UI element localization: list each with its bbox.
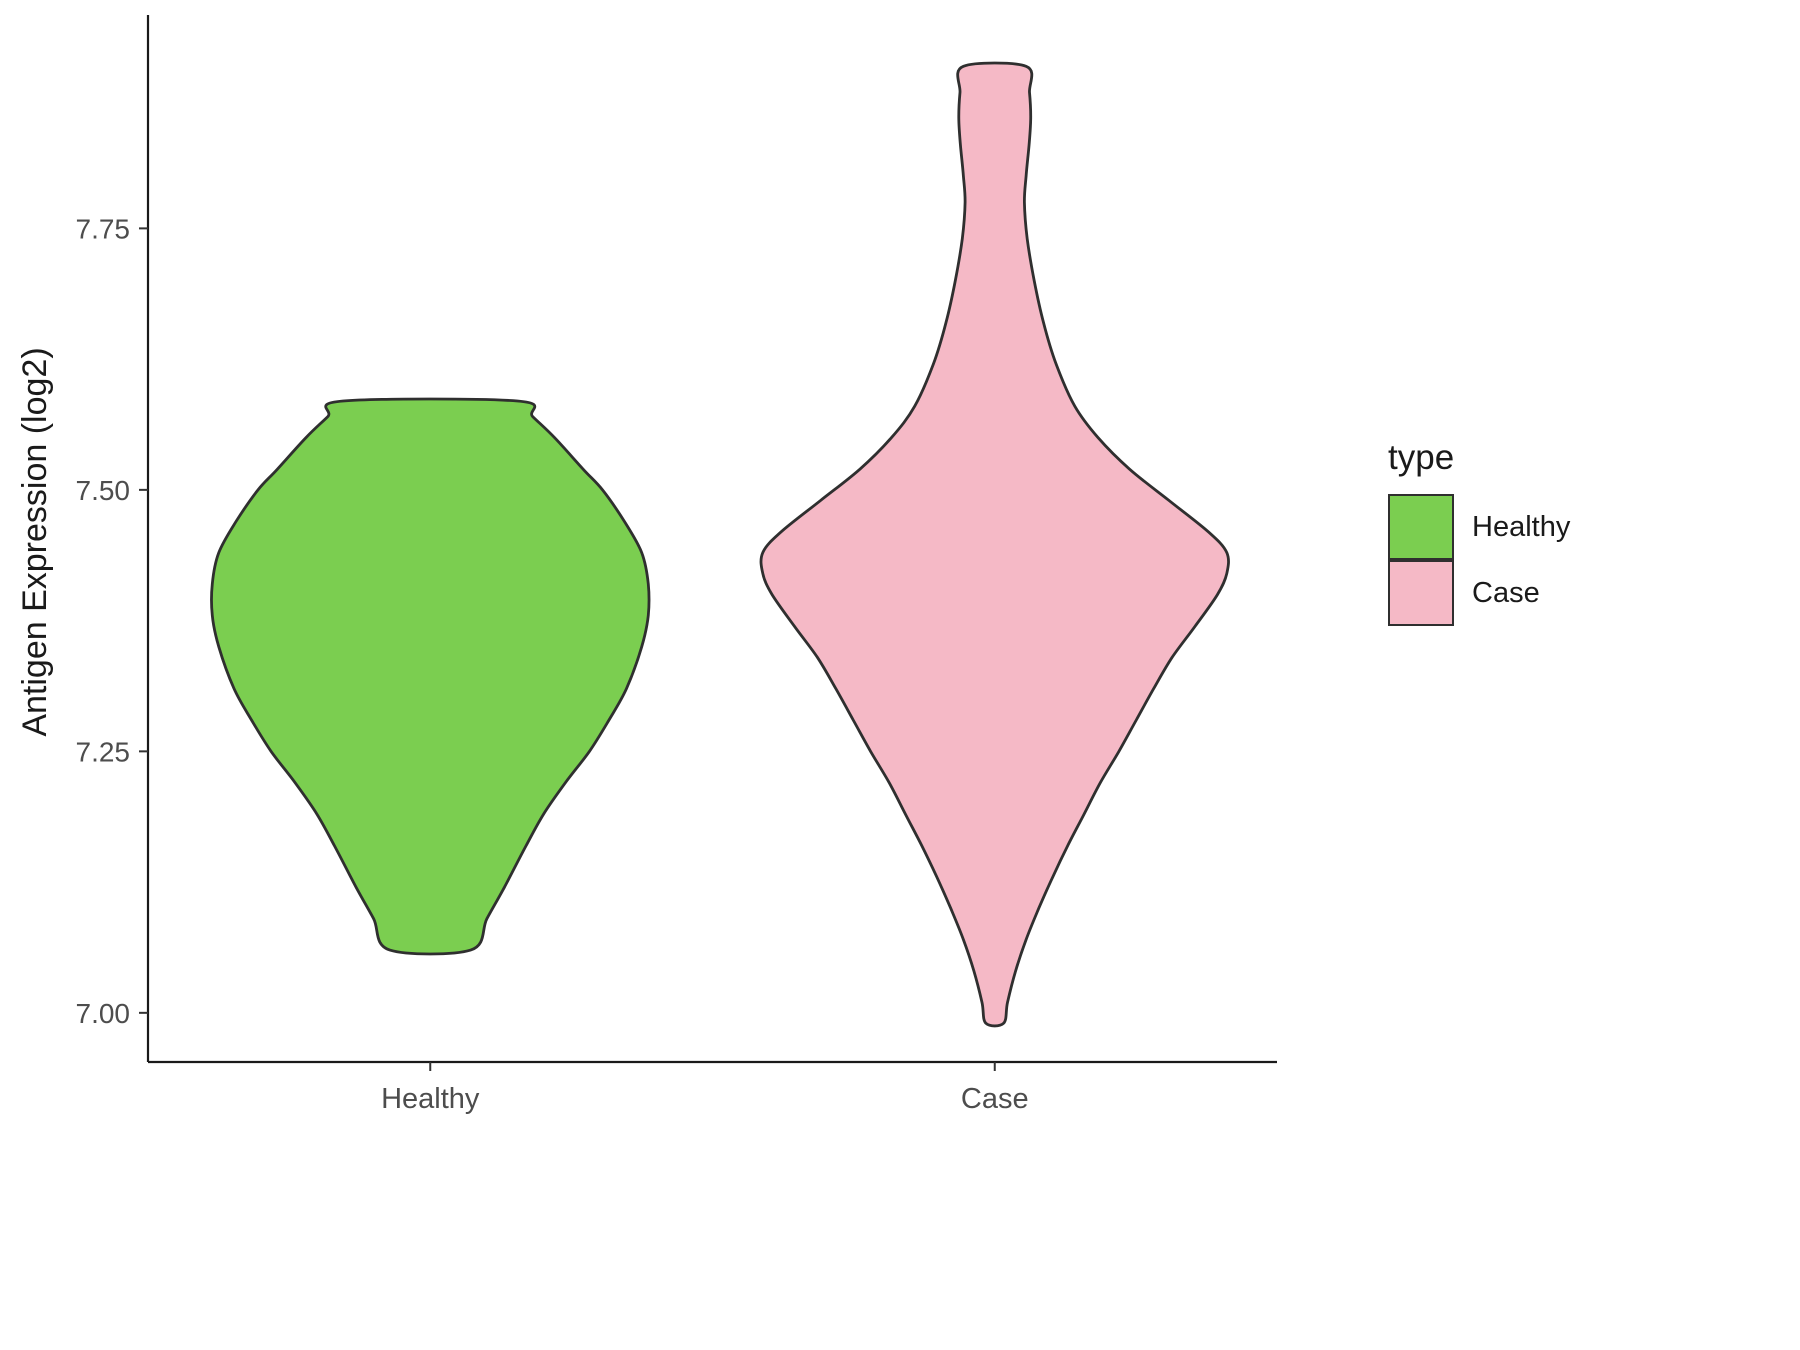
x-tick-label-healthy: Healthy	[381, 1083, 480, 1115]
violin-healthy	[210, 397, 651, 956]
legend-title: type	[1388, 438, 1455, 477]
legend-label-healthy: Healthy	[1472, 510, 1571, 543]
legend-entry-healthy: Healthy	[1388, 494, 1570, 560]
y-tick-label: 7.25	[76, 736, 131, 767]
legend-entry-case: Case	[1388, 560, 1570, 626]
y-axis-title: Antigen Expression (log2)	[16, 347, 54, 737]
legend-swatch-healthy	[1388, 494, 1454, 560]
y-tick-label: 7.75	[76, 213, 131, 244]
violin-case	[759, 61, 1230, 1028]
y-tick-label: 7.00	[76, 998, 131, 1029]
y-tick-label: 7.50	[76, 475, 131, 506]
legend-swatch-case	[1388, 560, 1454, 626]
legend-keys: Healthy Case	[1388, 494, 1570, 626]
legend: type Healthy Case	[1388, 438, 1570, 626]
legend-label-case: Case	[1472, 576, 1540, 609]
x-tick-label-case: Case	[961, 1083, 1029, 1115]
